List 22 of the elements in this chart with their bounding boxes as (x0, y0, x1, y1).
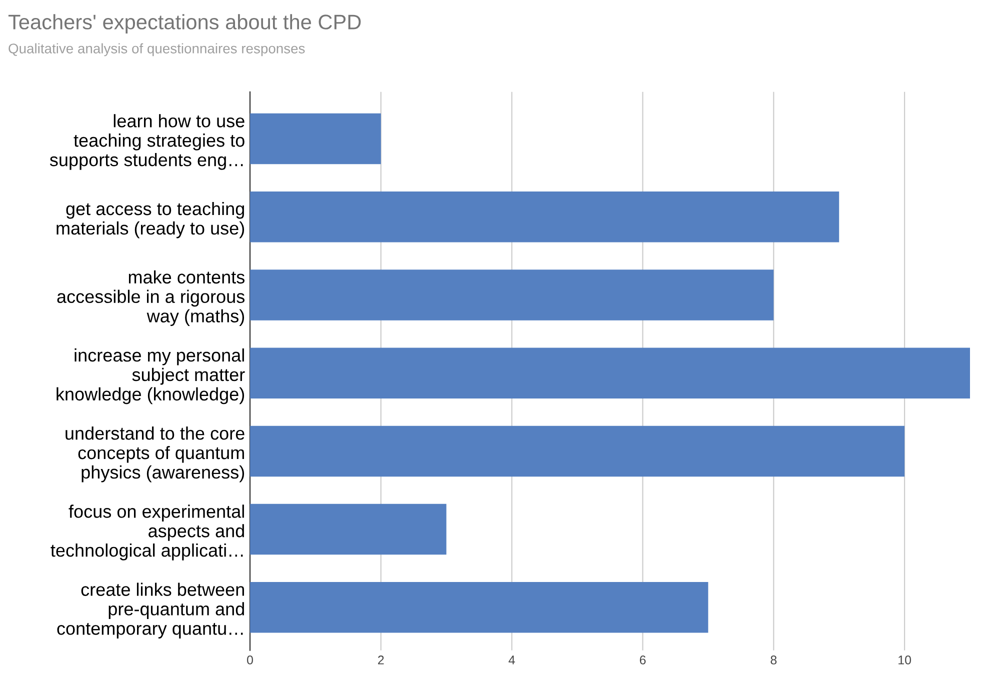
y-tick-label: increase my personal subject matter knowledge (knowledge) (56, 348, 245, 404)
bar (250, 582, 708, 633)
chart-subtitle: Qualitative analysis of questionnaires responses (8, 43, 305, 56)
x-tick-label: 8 (770, 656, 777, 664)
bar (250, 270, 774, 320)
y-tick-label: make contents accessible in a rigorous way (maths) (57, 270, 244, 326)
bar (250, 192, 840, 242)
bar (250, 113, 381, 164)
y-tick-label: create links between pre-quantum and contemporary quantu… (57, 582, 244, 638)
x-tick-label: 6 (640, 656, 646, 664)
chart-title: Teachers' expectations about the CPD (8, 14, 361, 34)
bar (250, 504, 446, 555)
bar (250, 426, 905, 477)
y-tick-label: focus on experimental aspects and technological applicati… (50, 504, 244, 560)
x-tick-label: 10 (898, 656, 912, 664)
y-tick-label: understand to the core concepts of quantum physics (awareness) (66, 426, 244, 482)
x-tick-label: 2 (378, 656, 384, 664)
x-tick-label: 0 (247, 656, 253, 664)
bar (250, 348, 970, 398)
y-tick-label: get access to teaching materials (ready to use) (56, 202, 244, 238)
x-tick-label: 4 (508, 656, 515, 664)
y-tick-label: learn how to use teaching strategies to supports students eng… (50, 114, 244, 170)
